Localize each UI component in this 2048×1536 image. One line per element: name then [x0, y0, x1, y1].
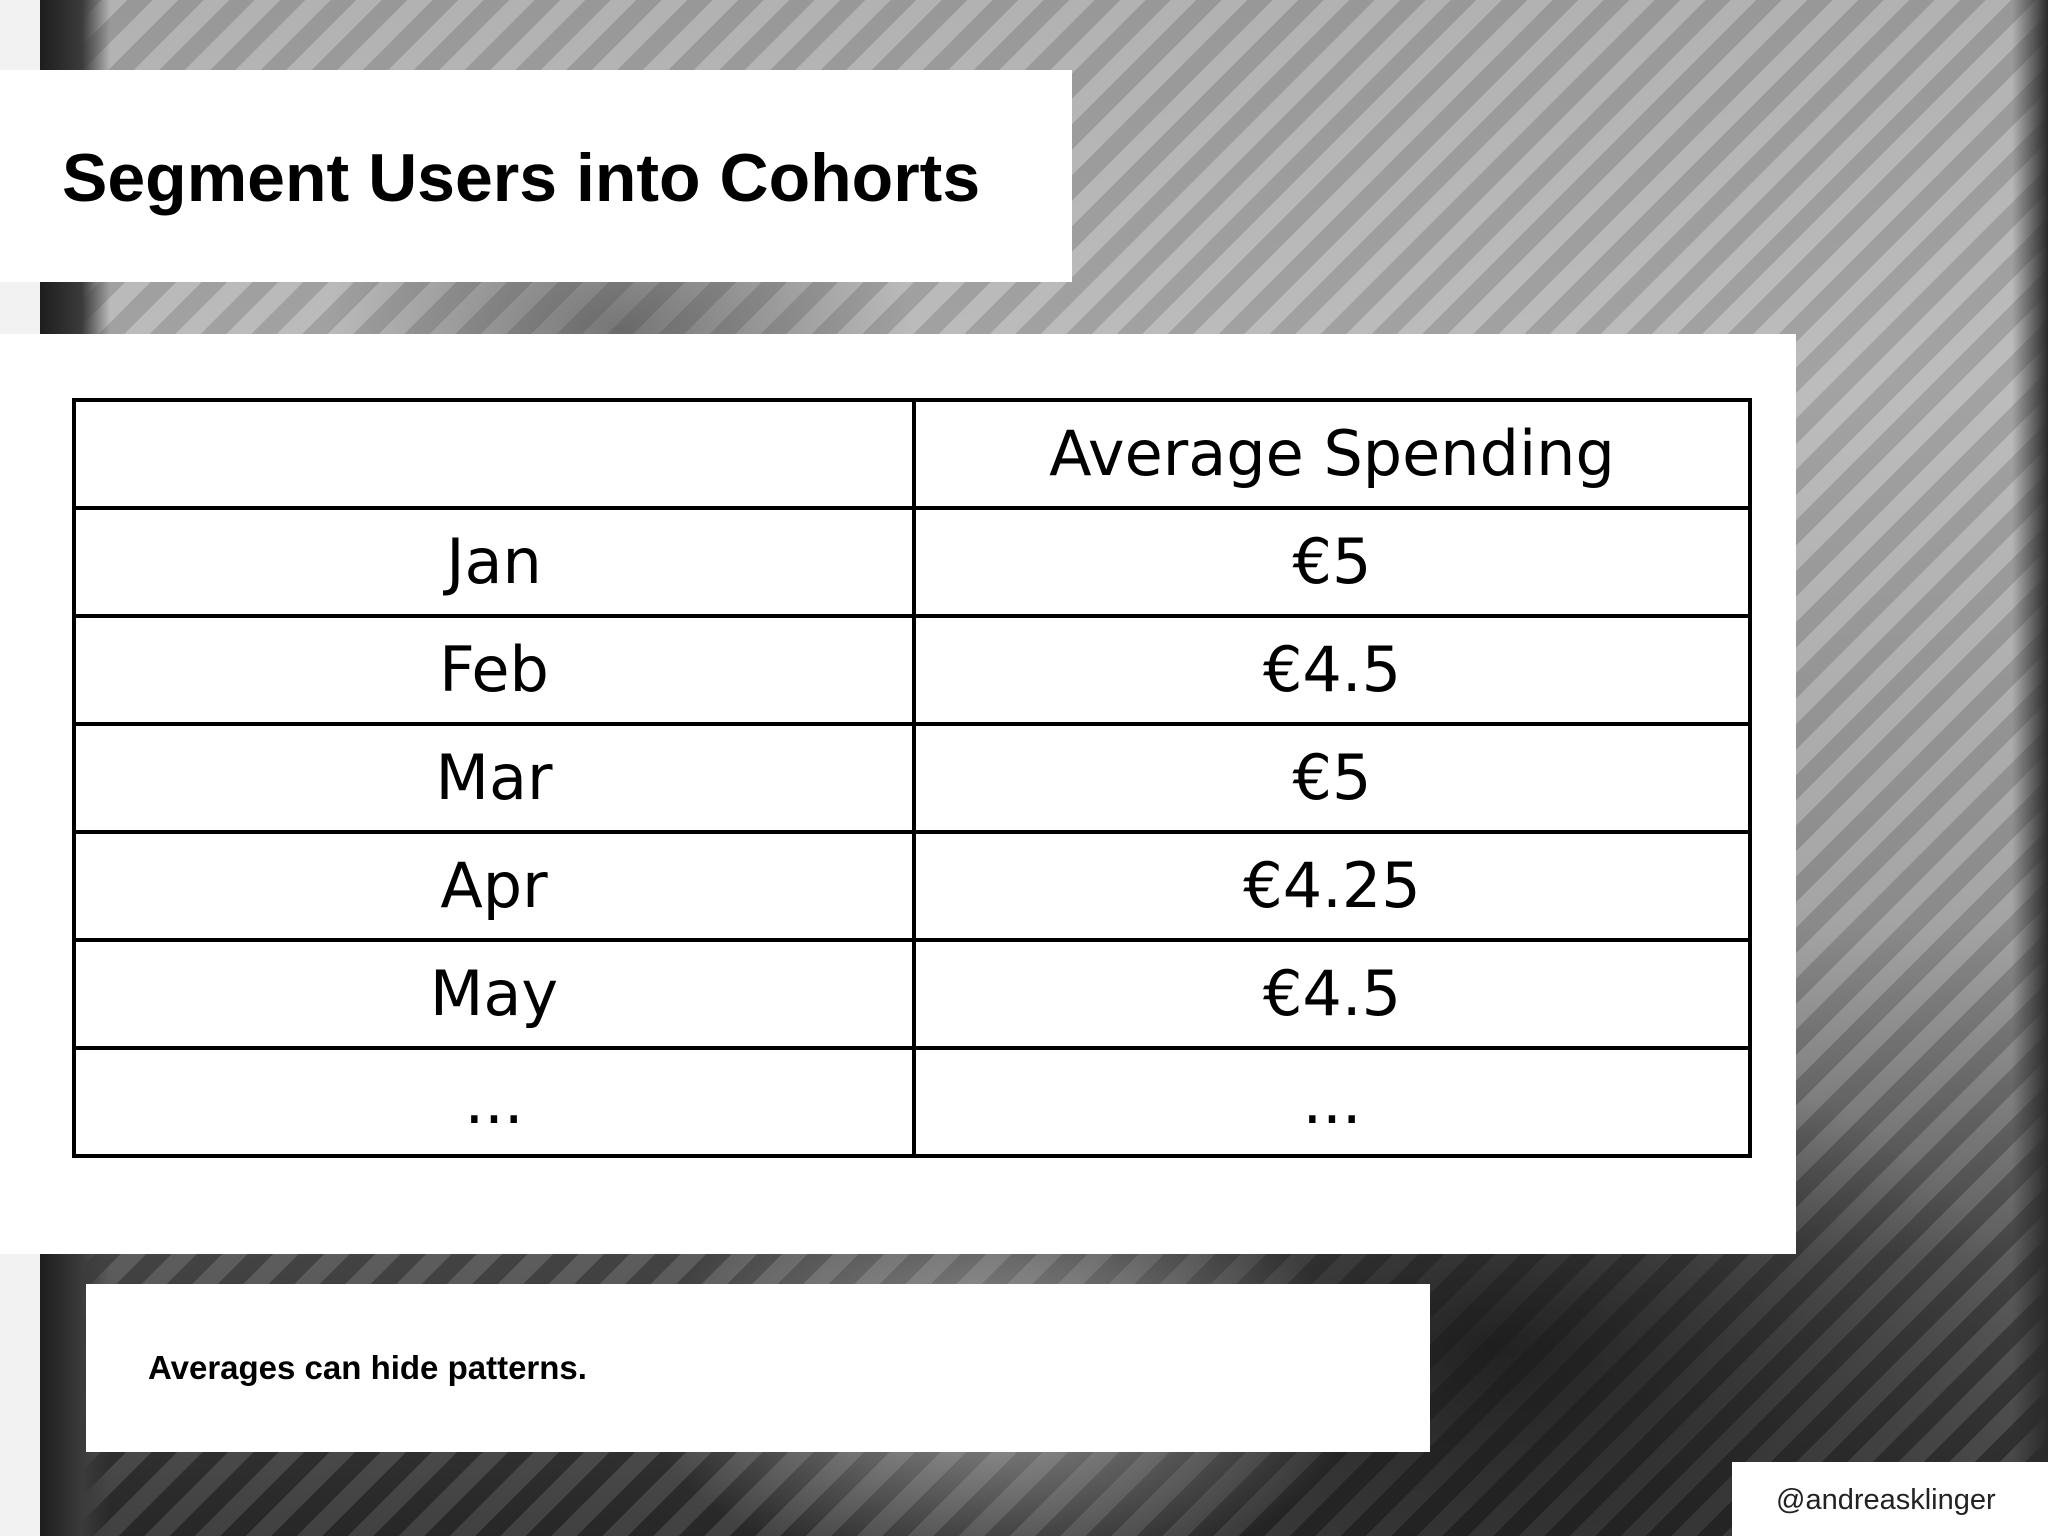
table-row: Apr €4.25 [72, 830, 1752, 942]
spending-cell: €4.5 [912, 614, 1752, 726]
author-handle: @andreasklinger [1776, 1484, 1996, 1516]
table-row: Mar €5 [72, 722, 1752, 834]
month-cell: Jan [72, 506, 916, 618]
month-cell: Feb [72, 614, 916, 726]
header-cell-empty [72, 398, 916, 510]
spending-cell: €4.25 [912, 830, 1752, 942]
month-cell: ... [72, 1046, 916, 1158]
slide-note: Averages can hide patterns. [148, 1349, 587, 1386]
spending-cell: €5 [912, 506, 1752, 618]
title-panel [0, 70, 1072, 282]
note-panel [86, 1284, 1430, 1452]
table-row: Feb €4.5 [72, 614, 1752, 726]
table-header-row: Average Spending [72, 398, 1752, 510]
table-row: May €4.5 [72, 938, 1752, 1050]
month-cell: May [72, 938, 916, 1050]
handle-panel [1732, 1462, 2048, 1536]
month-cell: Mar [72, 722, 916, 834]
table-row: ... ... [72, 1046, 1752, 1158]
spending-cell: €4.5 [912, 938, 1752, 1050]
table-row: Jan €5 [72, 506, 1752, 618]
cohort-table: Average Spending Jan €5 Feb €4.5 Mar €5 … [72, 398, 1752, 1158]
background-frame-right [2012, 0, 2048, 1536]
slide-title: Segment Users into Cohorts [62, 140, 981, 216]
header-cell-average-spending: Average Spending [912, 398, 1752, 510]
spending-cell: €5 [912, 722, 1752, 834]
month-cell: Apr [72, 830, 916, 942]
spending-cell: ... [912, 1046, 1752, 1158]
